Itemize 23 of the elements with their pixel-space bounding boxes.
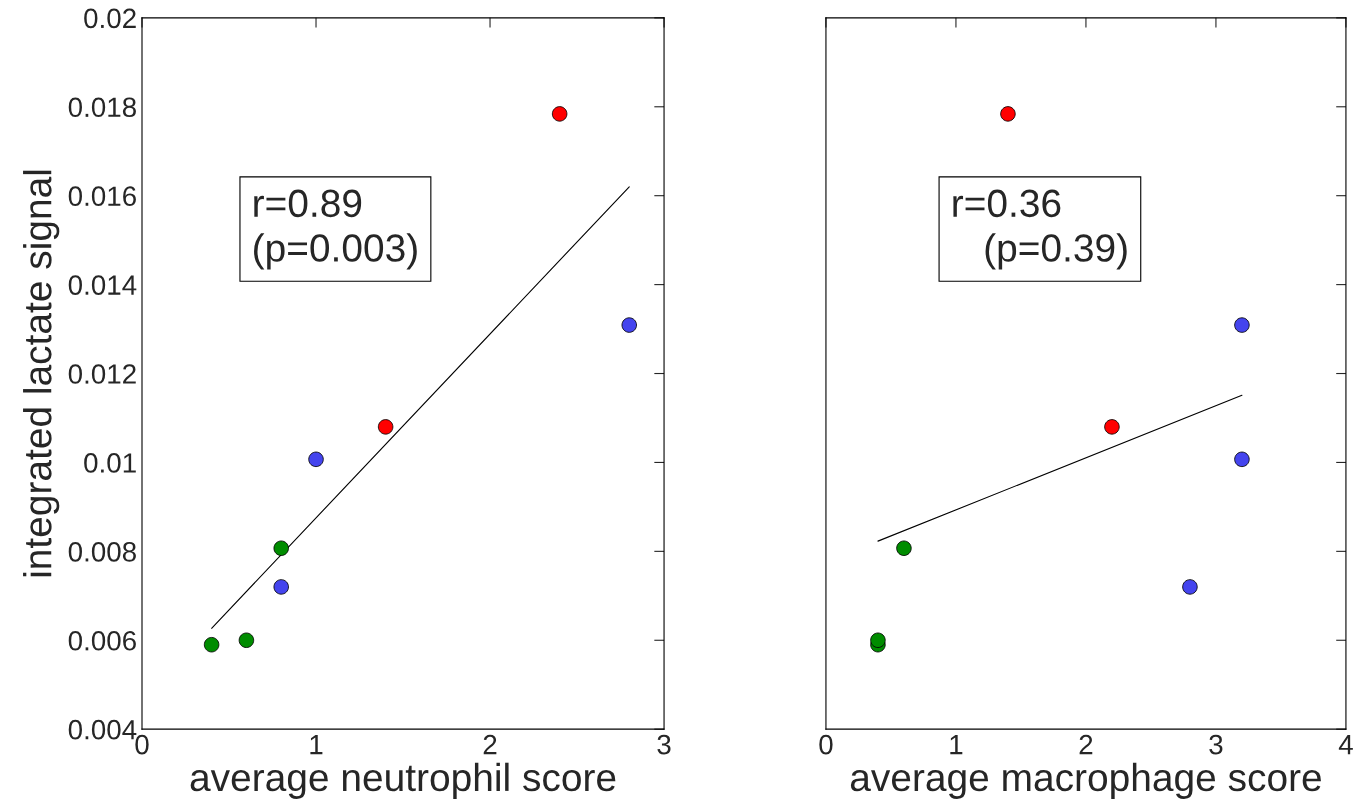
y-tick-label: 0.004 [68,719,137,740]
y-tick-label: 0.018 [68,97,136,118]
x-axis-title: average neutrophil score [190,762,616,799]
x-tick-label: 0 [819,734,833,755]
y-axis-title: integrated lactate signal [23,170,60,577]
annotation: r=0.36 (p=0.39) [953,189,1127,270]
x-tick-label: 3 [1209,734,1223,755]
x-tick-label: 1 [950,735,963,755]
x-tick-label: 3 [657,734,671,755]
x-tick-label: 4 [1338,735,1353,755]
x-axis-title: average macrophage score [850,762,1321,799]
y-tick-label: 0.01 [84,453,136,473]
y-tick-label: 0.012 [68,364,136,384]
y-tick-label: 0.006 [68,630,136,651]
annotation: r=0.89 (p=0.003) [254,189,417,270]
x-tick-label: 0 [135,734,149,755]
x-tick-label: 1 [310,735,323,755]
x-tick-label: 2 [1079,734,1093,755]
y-tick-label: 0.016 [68,186,136,207]
y-tick-label: 0.02 [84,8,136,29]
y-tick-label: 0.008 [68,542,136,562]
y-tick-label: 0.014 [68,275,137,295]
x-tick-label: 2 [483,734,497,755]
